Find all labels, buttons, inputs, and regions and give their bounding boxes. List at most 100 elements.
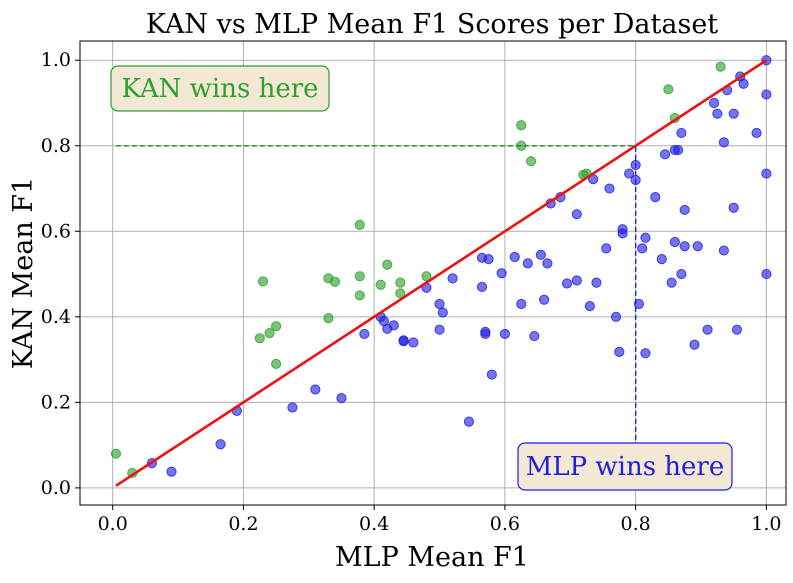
mlp-wins-point — [584, 301, 595, 312]
kan-wins-point — [715, 61, 726, 72]
mlp-wins-point — [676, 268, 687, 280]
kan-wins-point — [257, 276, 269, 287]
data-points — [110, 55, 772, 479]
mlp-wins-point — [676, 127, 687, 139]
kan-wins-point — [525, 156, 537, 167]
mlp-wins-point — [728, 202, 739, 213]
mlp-wins-point — [738, 78, 749, 89]
kan-wins-point — [323, 313, 334, 324]
mlp-wins-point — [761, 89, 772, 100]
x-tick-label: 0.6 — [490, 513, 520, 535]
mlp-wins-label: MLP wins here — [526, 452, 725, 482]
mlp-wins-point — [287, 402, 298, 413]
mlp-wins-point — [633, 298, 645, 310]
chart-title: KAN vs MLP Mean F1 Scores per Dataset — [146, 9, 718, 40]
kan-wins-label: KAN wins here — [121, 74, 318, 104]
mlp-wins-point — [571, 275, 582, 286]
kan-wins-point — [382, 259, 393, 270]
y-tick-label: 0.8 — [41, 135, 71, 157]
mlp-wins-point — [571, 209, 582, 220]
mlp-wins-point — [591, 277, 602, 288]
kan-wins-point — [375, 279, 386, 290]
x-axis-label: MLP Mean F1 — [335, 542, 529, 573]
kan-wins-point — [110, 448, 122, 459]
mlp-wins-point — [692, 241, 703, 252]
mlp-wins-point — [476, 281, 488, 292]
mlp-wins-point — [310, 384, 321, 395]
y-tick-label: 0.4 — [41, 306, 71, 328]
y-axis-label: KAN Mean F1 — [8, 177, 39, 369]
mlp-wins-point — [624, 168, 635, 179]
kan-wins-point — [395, 288, 406, 299]
mlp-wins-point — [718, 137, 729, 148]
ticks: 0.0 0.2 0.4 0.6 0.8 1.0 0.0 0.2 0.4 0.6 0.8 1.0 — [41, 49, 782, 535]
x-tick-label: 0.8 — [621, 513, 651, 535]
mlp-wins-point — [499, 328, 511, 340]
mlp-wins-point — [486, 369, 497, 380]
reference-lines — [115, 59, 768, 488]
mlp-wins-point — [679, 204, 690, 216]
mlp-wins-point — [614, 346, 625, 358]
mlp-wins-point — [336, 392, 347, 404]
mlp-wins-point — [463, 416, 475, 427]
mlp-wins-point — [761, 168, 772, 179]
kan-wins-point — [663, 84, 674, 95]
kan-wins-point — [271, 321, 282, 332]
mlp-wins-point — [656, 254, 667, 265]
mlp-wins-box — [517, 442, 733, 491]
kan-wins-point — [421, 271, 432, 282]
x-tick-label: 0.0 — [98, 513, 128, 535]
mlp-wins-point — [610, 311, 622, 322]
y-tick-label: 1.0 — [41, 49, 71, 71]
kan-wins-point — [271, 358, 282, 369]
mlp-wins-point — [601, 243, 612, 254]
mlp-wins-point — [529, 330, 540, 342]
mlp-wins-point — [166, 466, 177, 477]
mlp-wins-point — [728, 108, 739, 119]
kan-wins-point — [254, 333, 265, 344]
mlp-wins-point — [673, 144, 684, 156]
mlp-wins-point — [496, 268, 507, 279]
mlp-wins-point — [561, 278, 573, 289]
grid — [80, 41, 786, 505]
mlp-wins-point — [408, 337, 419, 348]
mlp-wins-point — [617, 224, 628, 235]
mlp-wins-point — [437, 307, 448, 318]
mlp-wins-point — [483, 254, 494, 265]
mlp-wins-point — [669, 236, 680, 248]
kan-wins-point — [354, 290, 365, 301]
mlp-wins-point — [640, 232, 651, 243]
mlp-wins-point — [666, 277, 677, 288]
mlp-wins-point — [689, 339, 700, 350]
y-tick-label: 0.2 — [41, 391, 71, 413]
mlp-wins-point — [434, 324, 445, 335]
mlp-wins-point — [637, 243, 648, 254]
mlp-wins-point — [539, 294, 550, 305]
mlp-wins-point — [731, 324, 743, 335]
mlp-wins-point — [708, 97, 720, 109]
x-tick-label: 1.0 — [751, 513, 781, 535]
x-tick-label: 0.4 — [359, 513, 389, 535]
kan-wins-box — [110, 65, 330, 112]
y-tick-label: 0.6 — [41, 220, 71, 242]
kan-wins-point — [354, 271, 365, 282]
mlp-wins-point — [480, 328, 491, 340]
annotations: KAN wins here MLP wins here — [110, 65, 733, 491]
mlp-wins-point — [447, 273, 458, 284]
diagonal-line — [115, 59, 768, 487]
mlp-wins-point — [650, 191, 661, 203]
mlp-wins-point — [702, 324, 713, 335]
mlp-wins-point — [516, 298, 527, 310]
mlp-wins-point — [761, 268, 772, 280]
mlp-wins-point — [712, 108, 723, 119]
mlp-wins-point — [751, 127, 762, 139]
x-tick-label: 0.2 — [228, 513, 258, 535]
y-tick-label: 0.0 — [41, 477, 71, 499]
kan-wins-point — [516, 120, 527, 131]
mlp-wins-point — [679, 241, 690, 252]
plot-frame — [79, 40, 787, 506]
mlp-wins-point — [535, 249, 546, 260]
mlp-wins-point — [659, 149, 671, 160]
mlp-wins-point — [640, 348, 651, 359]
